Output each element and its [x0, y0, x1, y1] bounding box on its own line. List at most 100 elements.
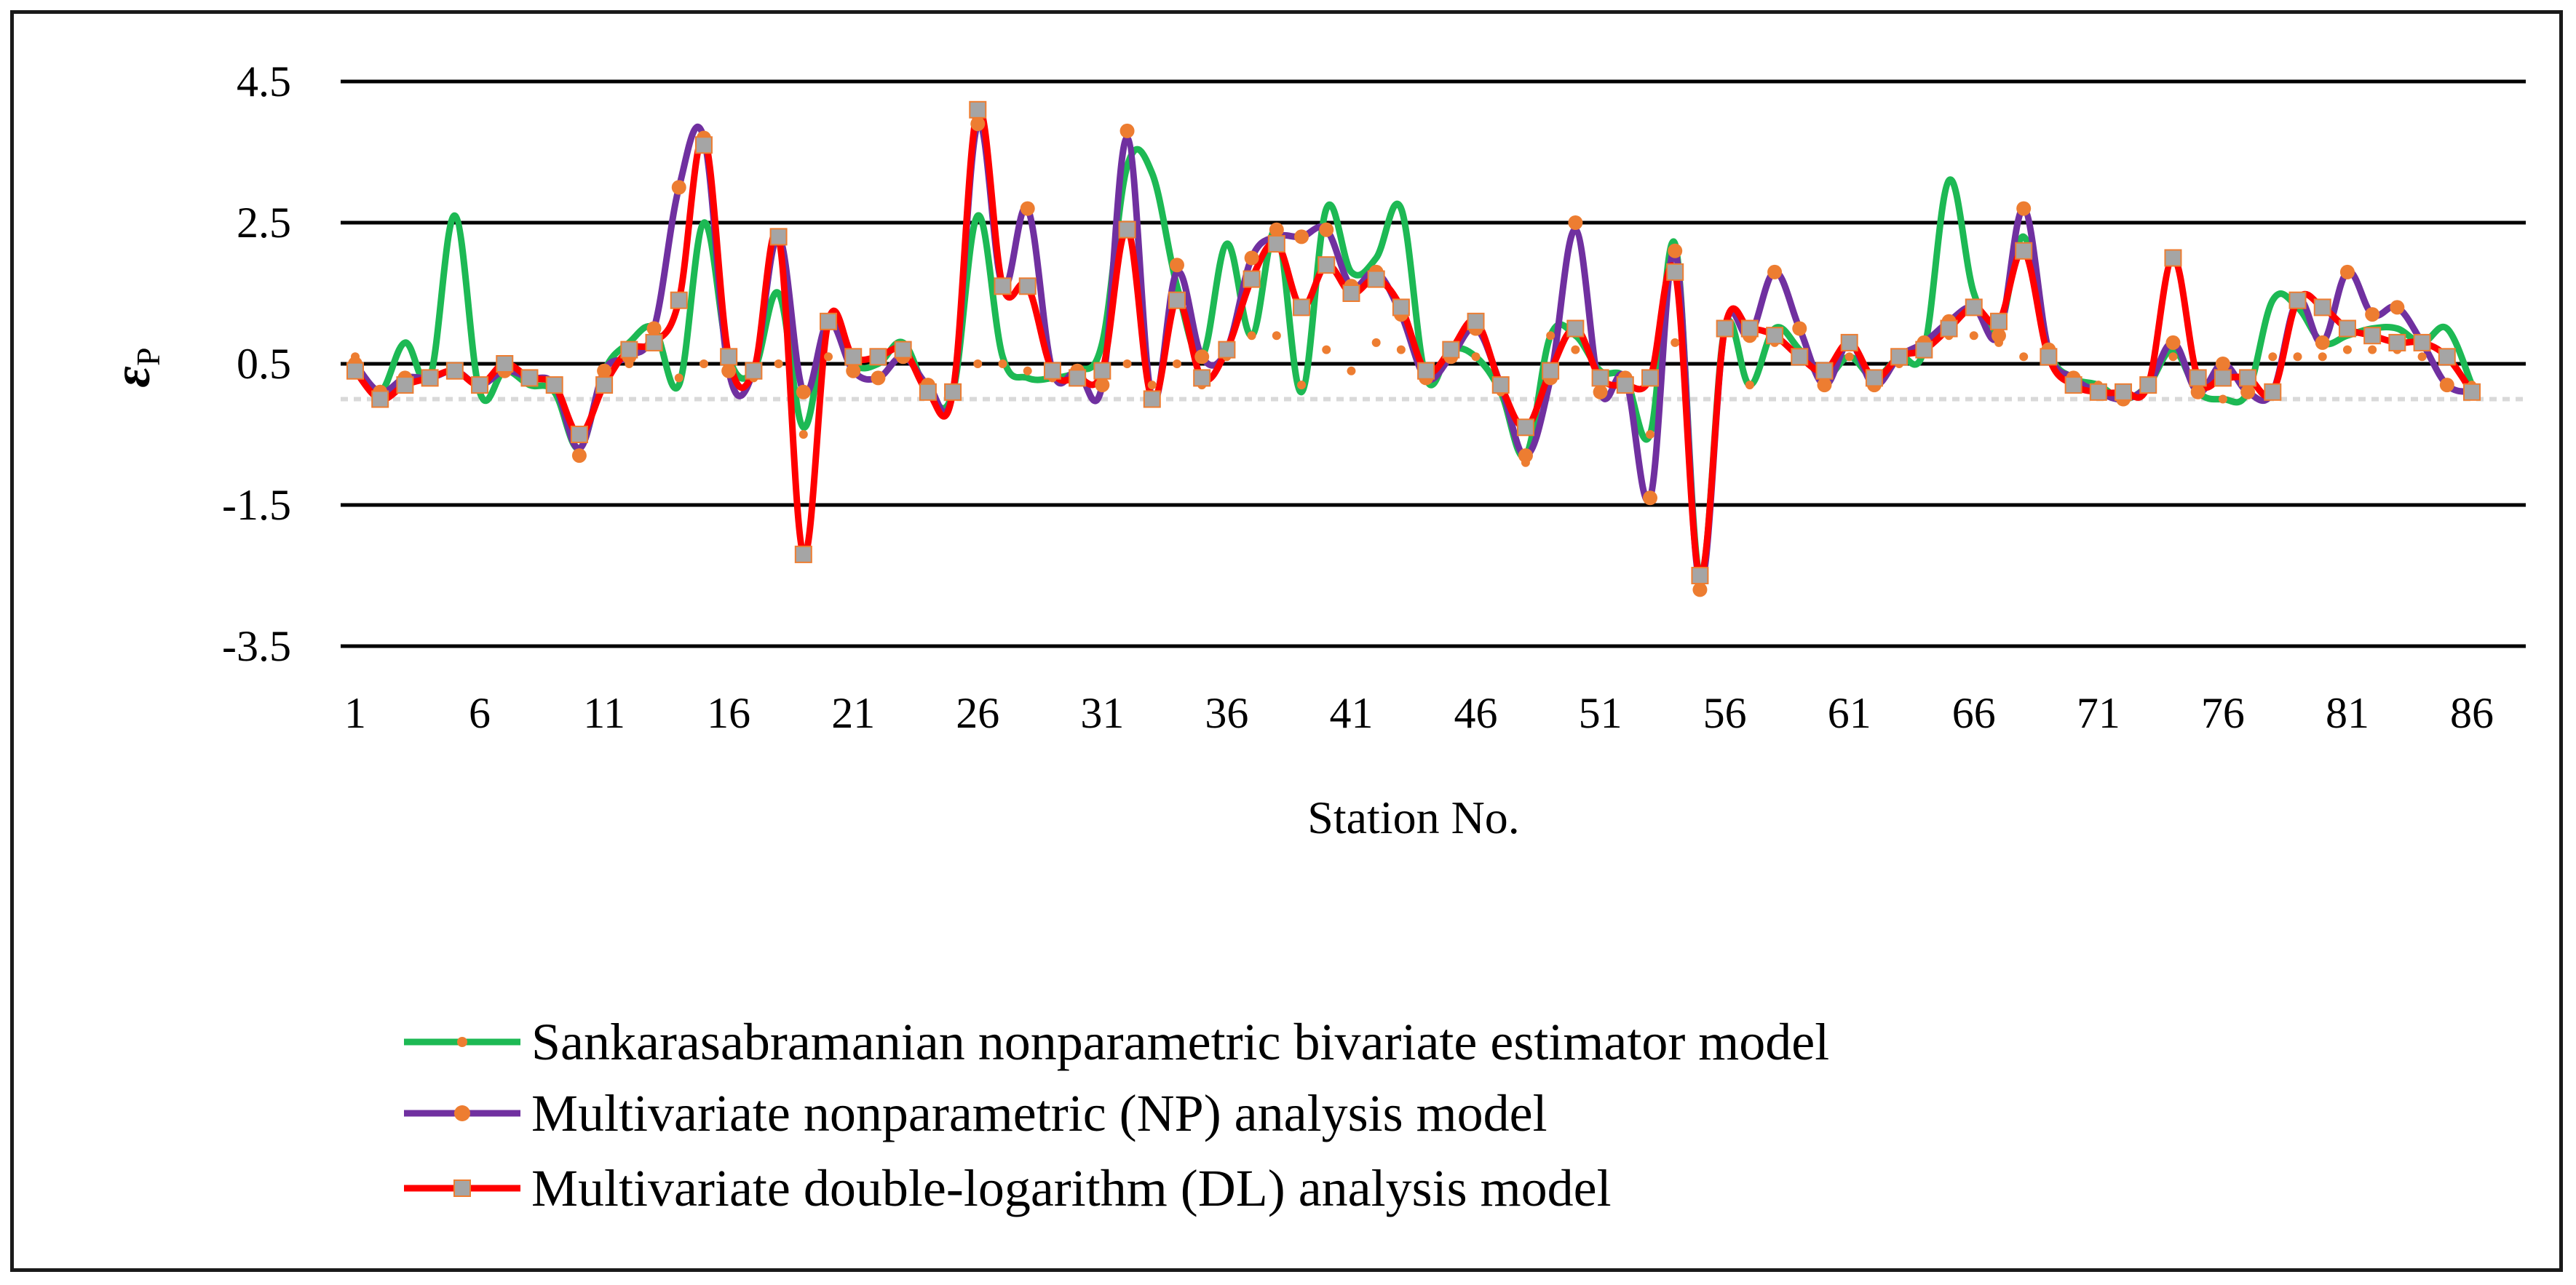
data-point: [820, 312, 838, 330]
data-point: [1043, 362, 1061, 380]
data-point: [1319, 222, 1334, 237]
data-point: [595, 376, 614, 394]
data-point: [2190, 384, 2206, 399]
data-point: [844, 348, 863, 366]
data-point: [2240, 384, 2256, 399]
data-point: [1792, 321, 1807, 336]
data-point: [1989, 312, 2008, 330]
data-point: [796, 384, 811, 399]
data-point: [1692, 582, 1708, 597]
x-tick-label: 76: [2201, 689, 2245, 737]
data-point: [1593, 384, 1608, 399]
data-point: [2218, 394, 2227, 404]
data-point: [994, 277, 1012, 295]
data-point: [1641, 369, 1660, 387]
data-point: [2189, 369, 2207, 387]
legend-marker-sankara: [457, 1037, 467, 1047]
data-point: [445, 362, 464, 380]
data-point: [2288, 291, 2307, 309]
data-point: [1546, 331, 1555, 341]
y-tick-label: -3.5: [222, 622, 291, 670]
legend-item-dl: Multivariate double-logarithm (DL) analy…: [404, 1159, 1612, 1217]
data-point: [1093, 362, 1111, 380]
data-point: [620, 341, 638, 359]
data-point: [1745, 381, 1754, 390]
data-point: [969, 100, 987, 119]
data-point: [1844, 352, 1854, 362]
data-point: [1342, 285, 1360, 302]
legend-marker-np: [454, 1105, 470, 1121]
data-point: [721, 363, 737, 378]
data-point: [1168, 291, 1186, 309]
data-point: [2293, 352, 2302, 362]
data-point: [970, 116, 986, 132]
series-lines: [352, 105, 2476, 586]
y-tick-label: 2.5: [237, 199, 291, 247]
data-point: [1293, 298, 1311, 317]
data-point: [1267, 235, 1285, 253]
data-point: [2363, 327, 2382, 345]
legend-label-sankara: Sankarasabramanian nonparametric bivaria…: [531, 1013, 1829, 1071]
data-point: [1969, 331, 1978, 341]
data-point: [1371, 338, 1381, 347]
data-point: [2089, 383, 2107, 401]
data-point: [2338, 319, 2356, 338]
data-point: [1347, 366, 1356, 375]
data-point: [2463, 383, 2481, 401]
data-point: [2368, 345, 2377, 354]
data-point: [2064, 376, 2082, 394]
data-point: [998, 359, 1007, 368]
data-point: [1367, 270, 1385, 288]
data-point: [824, 352, 833, 362]
data-point: [471, 376, 489, 394]
data-point: [1791, 348, 1809, 366]
data-point: [2339, 264, 2355, 279]
data-point: [1643, 490, 1658, 506]
legend-label-np: Multivariate nonparametric (NP) analysis…: [531, 1084, 1547, 1142]
x-tick-label: 1: [344, 689, 366, 737]
data-point: [1817, 378, 1832, 393]
x-tick-label: 31: [1080, 689, 1124, 737]
data-point: [496, 355, 514, 373]
data-point: [2365, 307, 2380, 322]
data-point: [1147, 381, 1157, 390]
data-point: [674, 373, 683, 383]
data-point: [1194, 349, 1210, 365]
data-point: [794, 545, 812, 563]
data-point: [1666, 263, 1684, 281]
data-point: [371, 390, 389, 408]
data-point: [2215, 357, 2230, 371]
data-point: [2318, 352, 2327, 362]
data-point: [1020, 201, 1035, 216]
y-tick-label: 0.5: [237, 340, 291, 388]
data-point: [1815, 362, 1834, 380]
data-point: [2439, 378, 2454, 393]
markers-dl: [346, 100, 2481, 584]
data-point: [1294, 229, 1309, 244]
data-point: [1767, 264, 1783, 279]
data-point: [396, 376, 414, 394]
data-point: [1396, 345, 1406, 354]
data-point: [671, 180, 686, 195]
data-point: [1646, 430, 1655, 439]
data-point: [1691, 567, 1709, 584]
data-point: [2115, 383, 2133, 401]
data-point: [769, 228, 788, 246]
chart-frame: [10, 10, 2563, 1272]
data-point: [646, 321, 662, 336]
data-point: [2165, 335, 2181, 350]
data-point: [1122, 359, 1132, 368]
data-point: [1965, 298, 1983, 317]
data-point: [1119, 123, 1135, 138]
y-tick-labels: 4.5 2.5 0.5 -1.5 -3.5: [222, 57, 291, 670]
data-point: [774, 359, 783, 368]
data-point: [2313, 298, 2331, 317]
data-point: [570, 426, 588, 443]
x-tick-label: 61: [1828, 689, 1871, 737]
data-point: [1272, 331, 1281, 341]
data-point: [1915, 341, 1933, 359]
data-point: [2417, 352, 2427, 362]
data-point: [1571, 345, 1580, 354]
data-point: [1840, 333, 1858, 351]
